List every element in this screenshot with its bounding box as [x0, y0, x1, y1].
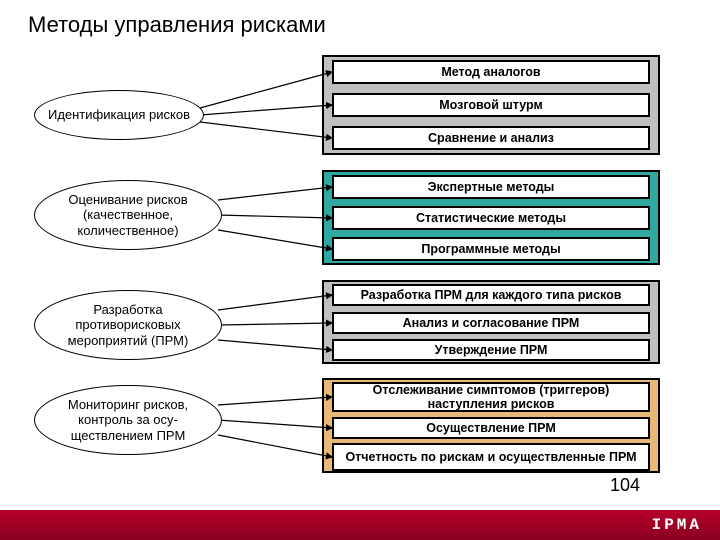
method-box: Отслеживание симптомов (триггеров) насту… — [332, 382, 650, 412]
slide-title: Методы управления рисками — [28, 12, 326, 38]
connector-line — [218, 340, 332, 350]
connector-line — [218, 435, 332, 457]
method-box: Осуществление ПРМ — [332, 417, 650, 439]
connector-line — [218, 230, 332, 249]
method-box: Разработка ПРМ для каждого типа рисков — [332, 284, 650, 306]
process-ellipse: Мониторинг рисков, контроль за осу- щест… — [34, 385, 222, 455]
connector-line — [218, 420, 332, 428]
process-ellipse: Разработка противорисковых мероприятий (… — [34, 290, 222, 360]
page-number: 104 — [610, 475, 640, 496]
logo-text: IPMA — [652, 516, 702, 534]
method-box: Метод аналогов — [332, 60, 650, 84]
slide: Методы управления рисками Идентификация … — [0, 0, 720, 540]
connector-line — [218, 187, 332, 200]
method-box: Мозговой штурм — [332, 93, 650, 117]
method-box: Статистические методы — [332, 206, 650, 230]
connector-line — [200, 105, 332, 115]
method-box: Экспертные методы — [332, 175, 650, 199]
connector-line — [200, 122, 332, 138]
process-ellipse: Идентификация рисков — [34, 90, 204, 140]
method-box: Анализ и согласование ПРМ — [332, 312, 650, 334]
method-box: Отчетность по рискам и осуществленные ПР… — [332, 443, 650, 471]
connector-line — [218, 323, 332, 325]
method-box: Сравнение и анализ — [332, 126, 650, 150]
connector-line — [218, 397, 332, 405]
method-box: Утверждение ПРМ — [332, 339, 650, 361]
connector-line — [200, 72, 332, 108]
connector-line — [218, 215, 332, 218]
process-ellipse: Оценивание рисков (качественное, количес… — [34, 180, 222, 250]
footer-band: IPMA — [0, 510, 720, 540]
connector-line — [218, 295, 332, 310]
method-box: Программные методы — [332, 237, 650, 261]
